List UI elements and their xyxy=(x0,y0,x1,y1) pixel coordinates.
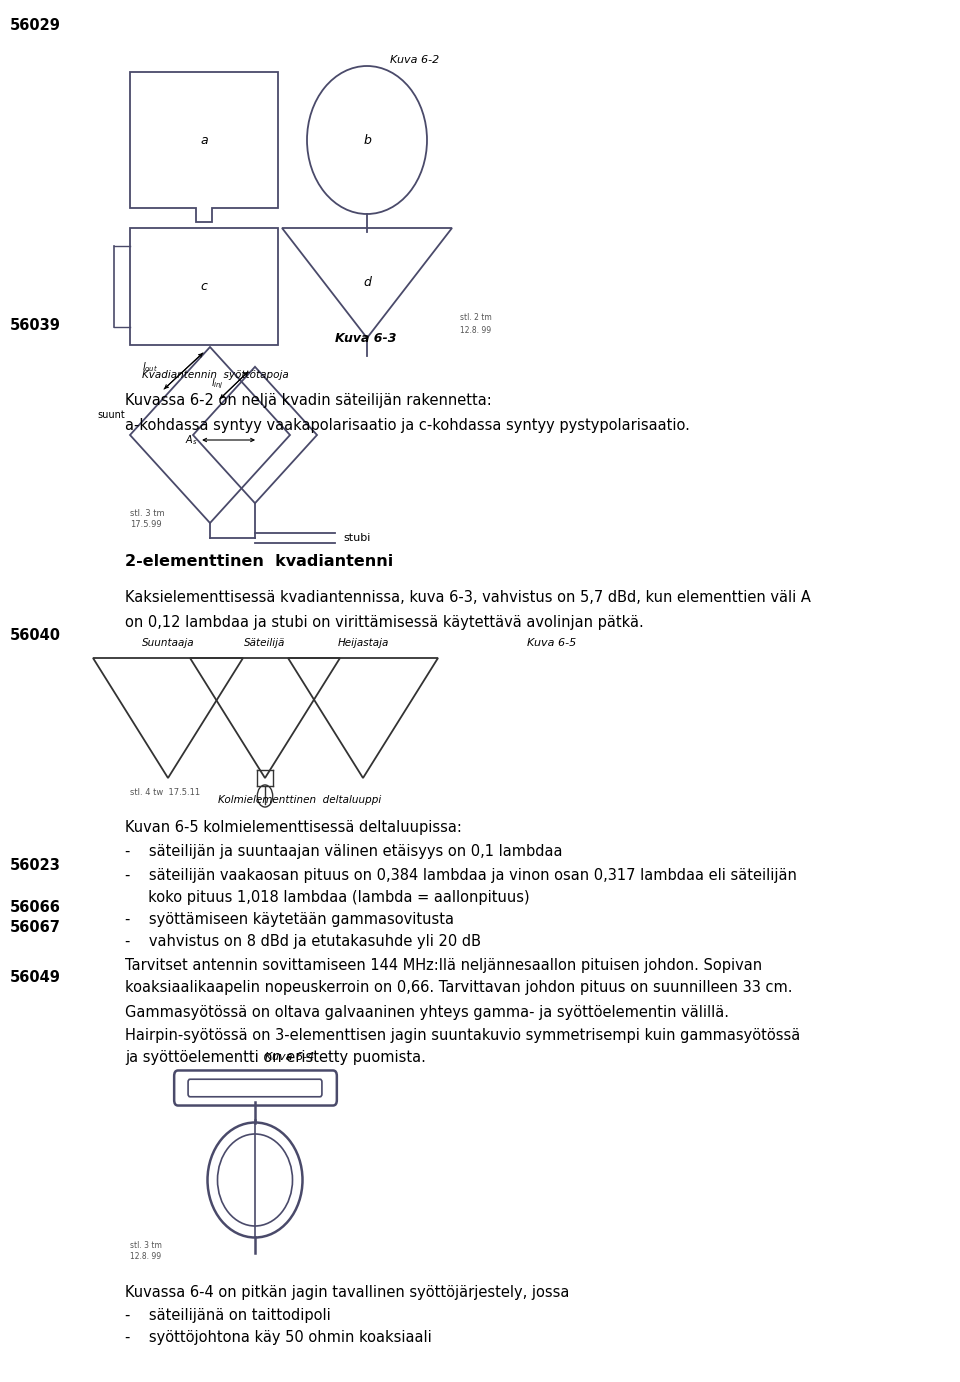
Text: stl. 3 tm: stl. 3 tm xyxy=(130,509,164,518)
Text: Kuva 6-4: Kuva 6-4 xyxy=(265,1052,314,1061)
Text: $l_{out}$: $l_{out}$ xyxy=(142,361,158,375)
Text: Suuntaaja: Suuntaaja xyxy=(142,638,194,648)
Text: 2-elementtinen  kvadiantenni: 2-elementtinen kvadiantenni xyxy=(125,554,394,569)
Text: Kuvassa 6-2 on neljä kvadin säteilijän rakennetta:: Kuvassa 6-2 on neljä kvadin säteilijän r… xyxy=(125,392,492,408)
Text: 56066: 56066 xyxy=(10,900,60,915)
Text: stl. 3 tm: stl. 3 tm xyxy=(130,1241,162,1249)
Text: Kvadiantennin  syöttötapoja: Kvadiantennin syöttötapoja xyxy=(142,370,288,380)
Text: Tarvitset antennin sovittamiseen 144 MHz:llä neljännesaallon pituisen johdon. So: Tarvitset antennin sovittamiseen 144 MHz… xyxy=(125,958,762,973)
Text: Kuva 6-3: Kuva 6-3 xyxy=(335,332,396,346)
Text: 12.8. 99: 12.8. 99 xyxy=(130,1252,161,1260)
Text: Kuvan 6-5 kolmielementtisessä deltaluupissa:: Kuvan 6-5 kolmielementtisessä deltaluupi… xyxy=(125,820,462,835)
Text: 12.8. 99: 12.8. 99 xyxy=(460,326,492,334)
Text: $A_s$: $A_s$ xyxy=(185,433,198,446)
Text: stl. 4 tw  17.5.11: stl. 4 tw 17.5.11 xyxy=(130,788,200,797)
Text: c: c xyxy=(201,281,207,293)
Text: 56067: 56067 xyxy=(10,920,60,936)
Text: b: b xyxy=(363,134,371,146)
Text: koko pituus 1,018 lambdaa (lambda = aallonpituus): koko pituus 1,018 lambdaa (lambda = aall… xyxy=(125,890,530,905)
Text: 56039: 56039 xyxy=(10,318,60,333)
Text: Kaksielementtisessä kvadiantennissa, kuva 6-3, vahvistus on 5,7 dBd, kun element: Kaksielementtisessä kvadiantennissa, kuv… xyxy=(125,590,811,605)
Text: d: d xyxy=(363,276,371,289)
Text: on 0,12 lambdaa ja stubi on virittämisessä käytettävä avolinjan pätkä.: on 0,12 lambdaa ja stubi on virittämises… xyxy=(125,615,644,630)
Text: stubi: stubi xyxy=(343,533,371,543)
Text: Heijastaja: Heijastaja xyxy=(337,638,389,648)
Text: Gammasyötössä on oltava galvaaninen yhteys gamma- ja syöttöelementin välillä.: Gammasyötössä on oltava galvaaninen yhte… xyxy=(125,1005,729,1020)
Text: -    säteilijän vaakaosan pituus on 0,384 lambdaa ja vinon osan 0,317 lambdaa el: - säteilijän vaakaosan pituus on 0,384 l… xyxy=(125,868,797,883)
Text: stl. 2 tm: stl. 2 tm xyxy=(460,312,492,322)
Text: Kuva 6-2: Kuva 6-2 xyxy=(390,55,440,65)
Text: -    säteilijän ja suuntaajan välinen etäisyys on 0,1 lambdaa: - säteilijän ja suuntaajan välinen etäis… xyxy=(125,844,563,860)
Text: Kuva 6-5: Kuva 6-5 xyxy=(527,638,576,648)
Text: a-kohdassa syntyy vaakapolarisaatio ja c-kohdassa syntyy pystypolarisaatio.: a-kohdassa syntyy vaakapolarisaatio ja c… xyxy=(125,417,690,433)
Text: koaksiaalikaapelin nopeuskerroin on 0,66. Tarvittavan johdon pituus on suunnille: koaksiaalikaapelin nopeuskerroin on 0,66… xyxy=(125,980,793,995)
Text: -    vahvistus on 8 dBd ja etutakasuhde yli 20 dB: - vahvistus on 8 dBd ja etutakasuhde yli… xyxy=(125,934,481,949)
Text: Säteilijä: Säteilijä xyxy=(244,638,286,648)
Text: Hairpin-syötössä on 3-elementtisen jagin suuntakuvio symmetrisempi kuin gammasyö: Hairpin-syötössä on 3-elementtisen jagin… xyxy=(125,1028,801,1043)
Text: $l_{inj}$: $l_{inj}$ xyxy=(211,377,225,391)
Text: -    syöttämiseen käytetään gammasovitusta: - syöttämiseen käytetään gammasovitusta xyxy=(125,912,454,927)
Text: 17.5.99: 17.5.99 xyxy=(130,520,161,529)
Text: -    syöttöjohtona käy 50 ohmin koaksiaali: - syöttöjohtona käy 50 ohmin koaksiaali xyxy=(125,1329,432,1345)
Text: ja syöttöelementti on eristetty puomista.: ja syöttöelementti on eristetty puomista… xyxy=(125,1050,426,1066)
Text: Kolmielementtinen  deltaluuppi: Kolmielementtinen deltaluuppi xyxy=(218,795,382,804)
Text: 56049: 56049 xyxy=(10,970,60,985)
Text: a: a xyxy=(201,134,207,146)
Text: -    säteilijänä on taittodipoli: - säteilijänä on taittodipoli xyxy=(125,1307,331,1323)
Text: 56029: 56029 xyxy=(10,18,60,33)
Text: suunt: suunt xyxy=(97,410,125,420)
Text: 56040: 56040 xyxy=(10,627,61,643)
Text: Kuvassa 6-4 on pitkän jagin tavallinen syöttöjärjestely, jossa: Kuvassa 6-4 on pitkän jagin tavallinen s… xyxy=(125,1285,569,1300)
Text: 56023: 56023 xyxy=(10,858,60,873)
